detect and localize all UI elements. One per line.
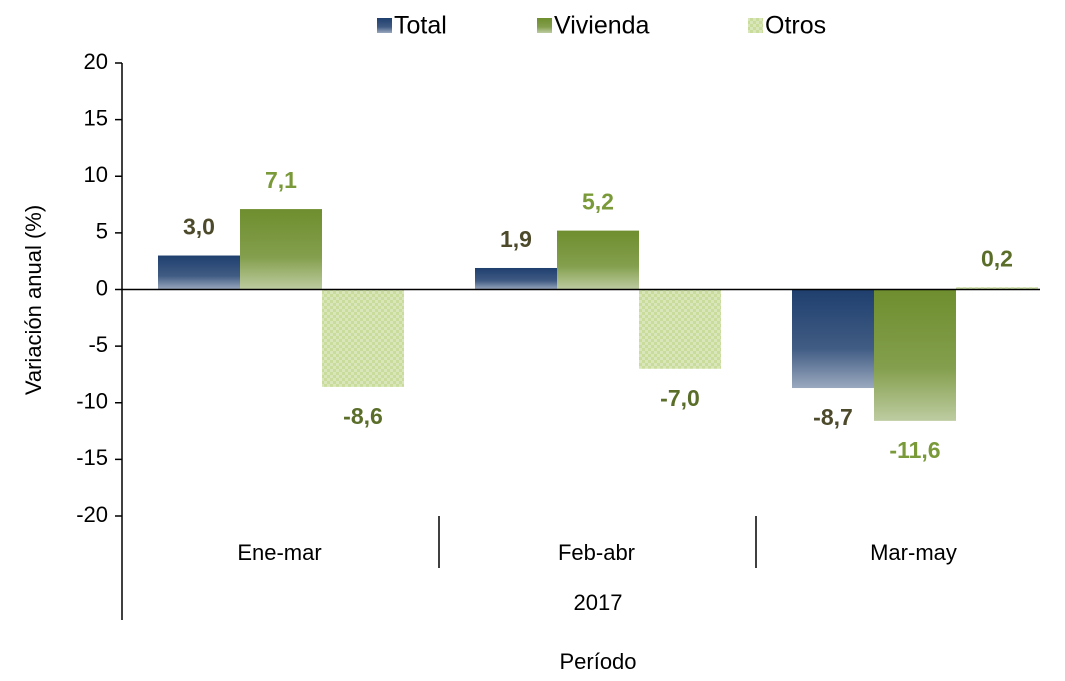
- bar: [639, 289, 721, 369]
- y-tick-label: -15: [76, 445, 108, 470]
- data-label: 3,0: [183, 214, 215, 240]
- bar: [792, 289, 874, 389]
- bar: [475, 267, 557, 290]
- y-tick-label: -20: [76, 502, 108, 527]
- data-label: -7,0: [660, 385, 700, 411]
- legend-label: Otros: [765, 12, 826, 40]
- data-label: 5,2: [582, 189, 614, 215]
- data-label: 7,1: [265, 167, 297, 193]
- bar: [158, 255, 240, 290]
- legend-label: Total: [394, 12, 447, 40]
- legend-swatch: [748, 18, 763, 33]
- y-tick-label: 10: [84, 162, 108, 187]
- y-tick-label: 15: [84, 105, 108, 130]
- data-label: 0,2: [981, 245, 1013, 271]
- y-tick-label: 20: [84, 49, 108, 74]
- data-label: -8,7: [813, 404, 853, 430]
- data-label: 1,9: [500, 226, 532, 252]
- bar: [322, 289, 404, 387]
- x-tick-label: Feb-abr: [558, 540, 635, 565]
- bar: [874, 289, 956, 421]
- y-tick-label: -10: [76, 389, 108, 414]
- x-tick-label: Mar-may: [870, 540, 957, 565]
- legend-label: Vivienda: [554, 12, 650, 40]
- y-tick-label: 5: [96, 219, 108, 244]
- legend-swatch: [537, 18, 552, 33]
- bar: [956, 287, 1038, 290]
- data-label: -11,6: [889, 437, 940, 463]
- x-tick-label: Ene-mar: [237, 540, 321, 565]
- x-axis-label: Período: [559, 649, 636, 674]
- y-tick-label: -5: [88, 332, 108, 357]
- bar: [557, 230, 639, 290]
- y-tick-label: 0: [96, 275, 108, 300]
- bar: [240, 209, 322, 290]
- data-label: -8,6: [343, 403, 383, 429]
- y-axis-label: Variación anual (%): [21, 205, 46, 395]
- group-label: 2017: [574, 590, 623, 615]
- legend-swatch: [377, 18, 392, 33]
